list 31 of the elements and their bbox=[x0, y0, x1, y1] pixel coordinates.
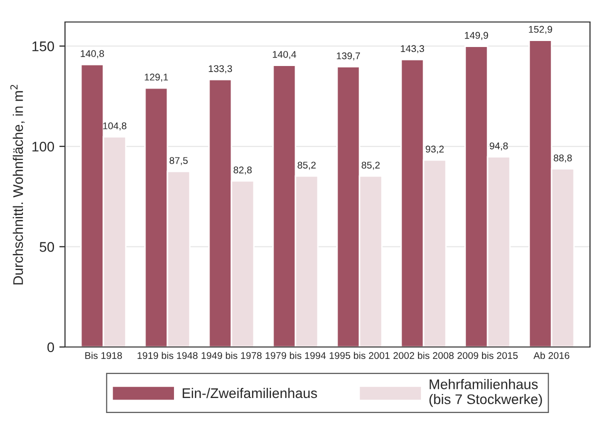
data-label: 94,8 bbox=[490, 142, 508, 150]
data-label: 139,7 bbox=[336, 52, 360, 60]
data-label: 85,2 bbox=[298, 162, 316, 170]
data-label: 149,9 bbox=[464, 32, 488, 40]
legend-label: Mehrfamilienhaus (bis 7 Stockwerke) bbox=[429, 379, 542, 407]
data-label: 82,8 bbox=[234, 166, 252, 175]
y-tick-label: 50 bbox=[40, 242, 54, 252]
data-label: 88,8 bbox=[554, 154, 572, 163]
x-tick-label: 1949 bis 1978 bbox=[202, 352, 262, 359]
data-label: 87,5 bbox=[170, 157, 188, 166]
data-label: 85,2 bbox=[362, 162, 380, 170]
legend-label: Ein-/Zweifamilienhaus bbox=[182, 388, 317, 398]
x-tick-label: Ab 2016 bbox=[533, 352, 570, 359]
data-label: 143,3 bbox=[400, 45, 424, 54]
x-tick-label: 2002 bis 2008 bbox=[393, 352, 454, 359]
data-label: 104,8 bbox=[103, 122, 126, 130]
x-tick-label: 2009 bis 2015 bbox=[458, 352, 518, 359]
x-tick-label: 1995 bis 2001 bbox=[330, 352, 390, 359]
x-tick-label: 1919 bis 1948 bbox=[138, 352, 198, 359]
data-label: 140,8 bbox=[80, 50, 104, 58]
data-label: 129,1 bbox=[144, 74, 168, 82]
x-tick-label: 1979 bis 1994 bbox=[266, 352, 326, 359]
data-label: 133,3 bbox=[208, 65, 232, 74]
y-tick-label: 0 bbox=[47, 342, 54, 352]
data-label: 140,4 bbox=[272, 50, 296, 60]
data-label: 93,2 bbox=[426, 146, 444, 154]
x-tick-label: Bis 1918 bbox=[85, 352, 122, 359]
y-tick-label: 150 bbox=[32, 41, 54, 52]
data-label: 152,9 bbox=[528, 26, 552, 34]
y-axis-title: Durchschnittl. Wohnfläche, in m$^{2}$ bbox=[10, 84, 25, 284]
y-tick-label: 100 bbox=[32, 142, 54, 152]
